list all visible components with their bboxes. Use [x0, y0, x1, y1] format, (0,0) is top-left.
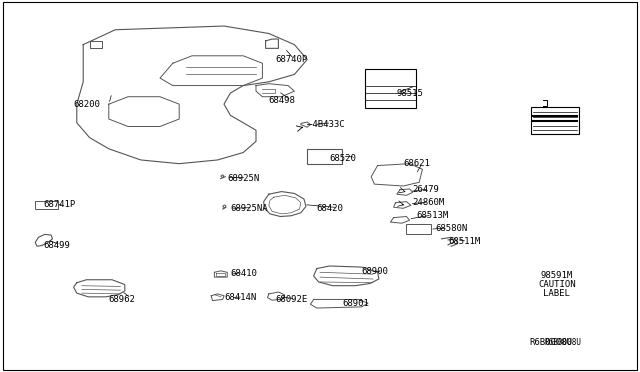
Text: 68925NA: 68925NA — [230, 204, 268, 213]
Bar — [365, 69, 416, 108]
Bar — [531, 107, 579, 134]
Text: 68420: 68420 — [317, 204, 344, 213]
Bar — [307, 149, 342, 164]
Text: 68740P: 68740P — [275, 55, 307, 64]
Text: CAUTION: CAUTION — [538, 280, 575, 289]
Text: 24860M: 24860M — [413, 198, 445, 207]
Text: 68410: 68410 — [230, 269, 257, 278]
Text: 68520: 68520 — [330, 154, 356, 163]
Text: 68511M: 68511M — [448, 237, 480, 246]
Text: –4B433C: –4B433C — [307, 120, 345, 129]
Text: R6B0008U: R6B0008U — [529, 338, 572, 347]
Text: 68741P: 68741P — [44, 200, 76, 209]
Text: 68962: 68962 — [109, 295, 136, 304]
Text: 68621: 68621 — [403, 159, 430, 168]
Text: 68580N: 68580N — [435, 224, 467, 233]
Text: 68414N: 68414N — [224, 293, 256, 302]
Text: R6B0008U: R6B0008U — [545, 339, 582, 347]
Text: 68092E: 68092E — [275, 295, 307, 304]
Text: 68499: 68499 — [44, 241, 70, 250]
Text: 98515: 98515 — [397, 89, 424, 97]
Text: 68901: 68901 — [342, 299, 369, 308]
Text: 68200: 68200 — [74, 100, 100, 109]
Text: 26479: 26479 — [413, 185, 440, 194]
Text: 68925N: 68925N — [227, 174, 259, 183]
Text: LABEL: LABEL — [543, 289, 570, 298]
Text: 98591M: 98591M — [541, 271, 573, 280]
Bar — [406, 224, 431, 234]
Text: 68900: 68900 — [362, 267, 388, 276]
Text: 68513M: 68513M — [416, 211, 448, 220]
Bar — [35, 201, 58, 209]
Text: 68498: 68498 — [269, 96, 296, 105]
